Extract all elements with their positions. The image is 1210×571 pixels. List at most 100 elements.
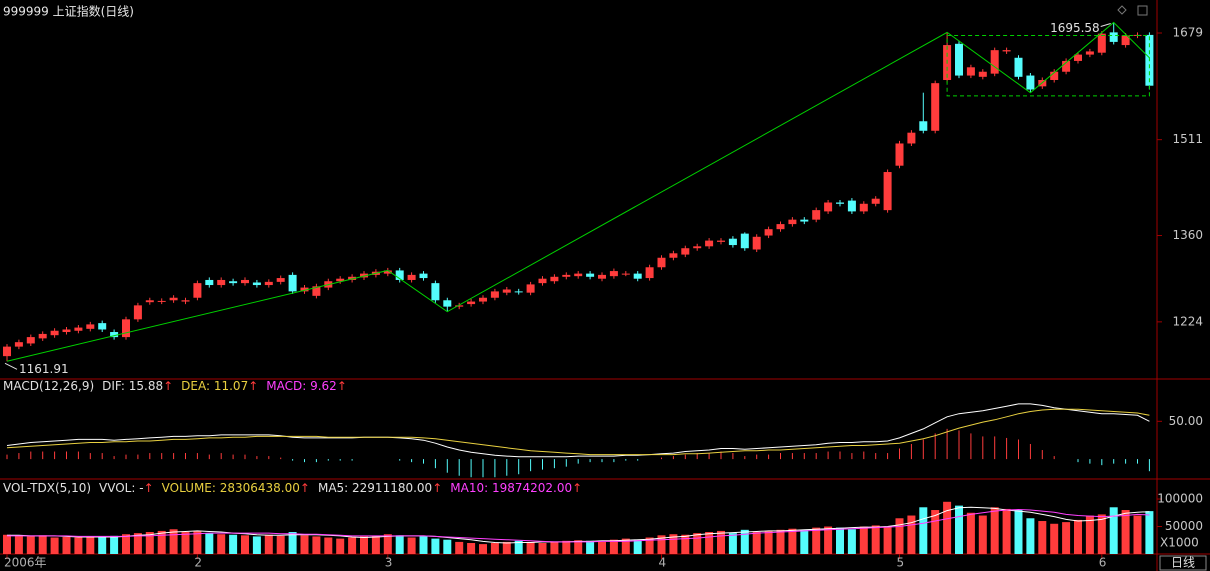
candle-body: [728, 238, 737, 246]
volume-bar: [1109, 507, 1118, 554]
unit-label: X1000: [1160, 536, 1199, 550]
candle-body: [264, 281, 273, 286]
candle-body: [562, 274, 571, 277]
volume-bar: [181, 532, 190, 554]
candle-body: [395, 270, 404, 280]
volume-bar: [74, 537, 83, 554]
y-tick-label: 50000: [1165, 519, 1203, 533]
volume-bar: [859, 526, 868, 554]
volume-bar: [336, 538, 345, 554]
candle-body: [217, 279, 226, 286]
candle-body: [990, 50, 999, 74]
candle-body: [181, 300, 190, 302]
volume-bar: [693, 533, 702, 554]
volume-bar: [467, 543, 476, 554]
label-arrow: [4, 362, 18, 370]
period-label[interactable]: 日线: [1171, 556, 1195, 570]
volume-bar: [919, 507, 928, 554]
volume-bar: [514, 540, 523, 554]
candle-body: [1062, 60, 1071, 72]
volume-bar: [479, 544, 487, 554]
candle-body: [133, 305, 142, 320]
chart-title: 999999 上证指数(日线): [3, 4, 134, 19]
macd-line: [6, 403, 1150, 458]
volume-bar: [836, 527, 844, 554]
volume-bar: [1062, 522, 1071, 554]
candle-body: [110, 332, 119, 338]
candle-body: [764, 229, 773, 236]
candle-body: [360, 273, 368, 278]
volume-bar: [788, 528, 797, 554]
candle-body: [229, 281, 238, 284]
candle-body: [50, 330, 59, 336]
volume-bar: [955, 505, 963, 554]
y-tick-label: 1360: [1172, 228, 1203, 242]
candle-body: [300, 287, 309, 292]
y-tick-label: 50.00: [1169, 414, 1203, 428]
volume-bar: [62, 536, 71, 554]
volume-bar: [193, 530, 202, 554]
panel-header: VOL-TDX(5,10) VVOL: -↑ VOLUME: 28306438.00…: [3, 481, 582, 495]
volume-bar: [300, 535, 309, 554]
candle-body: [1085, 51, 1094, 55]
candle-body: [98, 323, 107, 330]
candle-body: [574, 273, 583, 277]
candle-body: [895, 143, 904, 166]
candle-body: [1050, 71, 1059, 80]
volume-bar: [800, 529, 809, 554]
volume-bar: [324, 537, 333, 554]
volume-bar: [490, 543, 499, 554]
candle-body: [693, 246, 702, 249]
candle-body: [288, 274, 297, 292]
volume-bar: [3, 534, 11, 554]
x-tick-label: 2006年: [4, 556, 47, 570]
volume-bar: [1074, 519, 1082, 554]
volume-bar: [883, 526, 892, 554]
volume-bar: [145, 532, 154, 554]
candle-body: [752, 236, 761, 250]
volume-bar: [966, 512, 975, 554]
candle-body: [966, 67, 975, 76]
range-box: [946, 35, 1150, 97]
high-label: 1695.58: [1050, 21, 1100, 35]
candle-body: [955, 43, 963, 76]
candle-body: [919, 121, 928, 131]
candle-body: [62, 329, 71, 333]
window-icon[interactable]: [1117, 5, 1127, 15]
candle-body: [633, 273, 642, 279]
header-label: MA5: 22911180.00: [318, 481, 432, 495]
volume-bar: [1050, 523, 1059, 554]
candle-body: [241, 279, 249, 284]
volume-bar: [217, 534, 226, 554]
candle-body: [336, 278, 345, 282]
low-label: 1161.91: [19, 362, 69, 376]
volume-bar: [157, 530, 166, 554]
candle-body: [538, 278, 547, 284]
volume-bar: [574, 540, 583, 554]
candle-body: [812, 210, 821, 220]
volume-bar: [740, 529, 749, 554]
header-arrow: ↑: [572, 481, 582, 495]
candle-body: [1074, 54, 1082, 61]
candle-body: [419, 273, 428, 279]
volume-bar: [871, 525, 880, 554]
volume-bar: [169, 529, 178, 554]
header-label: DEA: 11.07: [181, 379, 248, 393]
candle-body: [931, 83, 940, 131]
volume-bar: [38, 535, 47, 554]
volume-bar: [598, 541, 606, 554]
candle-body: [669, 253, 678, 258]
volume-bar: [407, 537, 416, 554]
header-arrow: ↑: [337, 379, 347, 393]
candle-body: [740, 233, 749, 249]
volume-bar: [681, 534, 690, 554]
window-icon[interactable]: [1137, 5, 1148, 16]
volume-bar: [550, 541, 559, 554]
period-box[interactable]: [1159, 555, 1207, 571]
volume-bar: [26, 536, 35, 554]
volume-bar: [360, 536, 368, 554]
candle-body: [157, 300, 166, 302]
candle-body: [859, 203, 868, 212]
volume-bar: [1097, 514, 1106, 554]
